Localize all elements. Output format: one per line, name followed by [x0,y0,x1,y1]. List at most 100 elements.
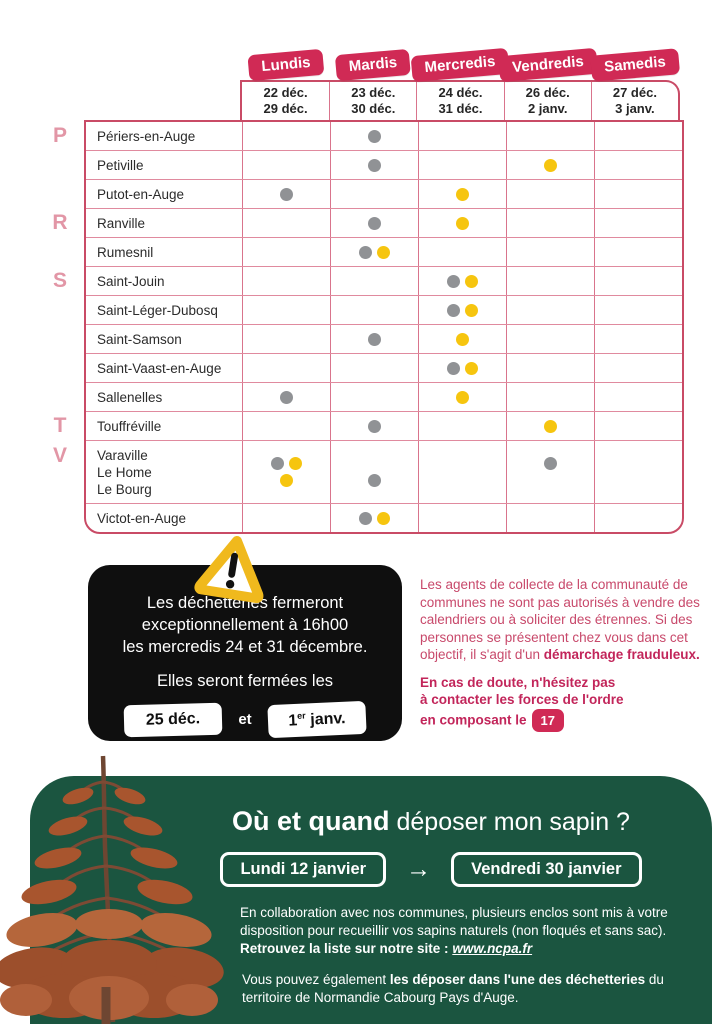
closure-line: exceptionnellement à 16h00 [141,616,349,634]
yellow-dot-icon [544,158,557,172]
schedule-cell [330,383,418,411]
dot-line [456,187,469,201]
commune-name-cell: Sallenelles [86,383,242,411]
arrow-right-icon: → [406,855,432,883]
dot-line [271,457,302,471]
schedule-cell [506,151,594,179]
dot-line [447,361,478,375]
commune-name-line: Saint-Samson [97,331,182,347]
dot-line [359,245,390,259]
sapin-paragraph-2: Vous pouvez également les déposer dans l… [242,972,664,1005]
day-badge: Mercredis [411,47,510,83]
commune-name-line: Touffréville [97,418,162,434]
commune-name-cell: Rumesnil [86,238,242,266]
schedule-cell [594,267,682,295]
yellow-dot-icon [465,274,478,288]
schedule-cell [506,383,594,411]
alphabet-letter: P [52,124,68,147]
schedule-cell [418,325,506,353]
date-header-cell: Samedis 27 déc. 3 janv. [590,48,680,120]
commune-name-cell: Varaville Le Home Le Bourg [86,441,242,503]
schedule-cell [242,504,330,532]
commune-name-cell: Ranville [86,209,242,237]
dot-line [368,474,381,488]
yellow-dot-icon [465,303,478,317]
schedule-cell [506,504,594,532]
schedule-cell [330,267,418,295]
gray-dot-icon [447,274,460,288]
dried-tree-image [0,755,224,1024]
commune-name-line: Le Home [97,464,152,480]
schedule-cell [594,325,682,353]
day-badge: Lundis [247,48,325,82]
gray-dot-icon [368,216,381,230]
schedule-cell [418,296,506,324]
schedule-cell [418,354,506,382]
sapin-title-rest: déposer mon sapin ? [389,808,630,836]
dot-line [280,390,293,404]
gray-dot-icon [368,158,381,172]
schedule-cell [594,209,682,237]
schedule-cell [594,412,682,440]
schedule-cell [506,209,594,237]
commune-name-cell: Saint-Jouin [86,267,242,295]
table-row: Sallenelles [86,382,682,411]
commune-name-line: Rumesnil [97,244,154,260]
schedule-cell [242,180,330,208]
closure-subtitle: Elles seront fermées les [156,672,334,690]
commune-name-line: Petiville [97,157,144,173]
schedule-cell [506,238,594,266]
gray-dot-icon [271,457,284,470]
fraud-notice: Les agents de collecte de la communauté … [420,576,718,732]
commune-name-line: Saint-Léger-Dubosq [97,302,218,318]
dot-line [544,419,557,433]
sapin-paragraph-1: En collaboration avec nos communes, plus… [240,905,668,956]
alphabet-letter: T [53,414,67,437]
schedule-cell [418,209,506,237]
closure-line: les mercredis 24 et 31 décembre. [122,638,368,656]
schedule-cell [242,267,330,295]
schedule-cell [330,122,418,150]
schedule-cell [594,296,682,324]
dot-line [368,216,381,230]
schedule-cell [330,354,418,382]
table-row: Saint-Samson [86,324,682,353]
schedule-cell [594,151,682,179]
commune-name-cell: Périers-en-Auge [86,122,242,150]
table-row: Rumesnil [86,237,682,266]
commune-name-line: Sallenelles [97,389,163,405]
day-badge: Vendredis [497,47,598,83]
schedule-cell [330,325,418,353]
ncpa-link[interactable]: www.ncpa.fr [452,941,533,956]
schedule-cell [242,296,330,324]
gray-dot-icon [280,187,293,201]
schedule-cell [506,296,594,324]
schedule-cell [506,325,594,353]
commune-name-cell: Victot-en-Auge [86,504,242,532]
dot-line [368,129,381,143]
day-badge: Samedis [590,48,680,82]
alphabet-letter: S [52,269,68,292]
day-badge: Mardis [335,48,412,82]
table-row: T Touffréville [54,411,682,440]
schedule-cell [242,209,330,237]
schedule-cell [418,122,506,150]
end-date-button[interactable]: Vendredi 30 janvier [451,852,642,887]
start-date-button[interactable]: Lundi 12 janvier [220,852,387,887]
sapin-title: Où et quand déposer mon sapin ? [30,806,712,837]
commune-name-line: Victot-en-Auge [97,510,187,526]
schedule-cell [594,238,682,266]
schedule-cell [242,151,330,179]
schedule-cell [330,180,418,208]
schedule-cell [242,412,330,440]
closure-line: Les déchetteries fermeront [146,594,344,612]
sapin-title-bold: Où et quand [232,806,390,836]
table-row: P Périers-en-Auge [53,122,682,150]
schedule-cell [506,122,594,150]
schedule-cell [594,383,682,411]
commune-name-line: Le Bourg [97,481,152,497]
dot-line [456,332,469,346]
yellow-dot-icon [456,332,469,346]
commune-name-cell: Saint-Samson [86,325,242,353]
table-body: P Périers-en-Auge Petiville Putot-en-Auge R R… [52,120,684,534]
